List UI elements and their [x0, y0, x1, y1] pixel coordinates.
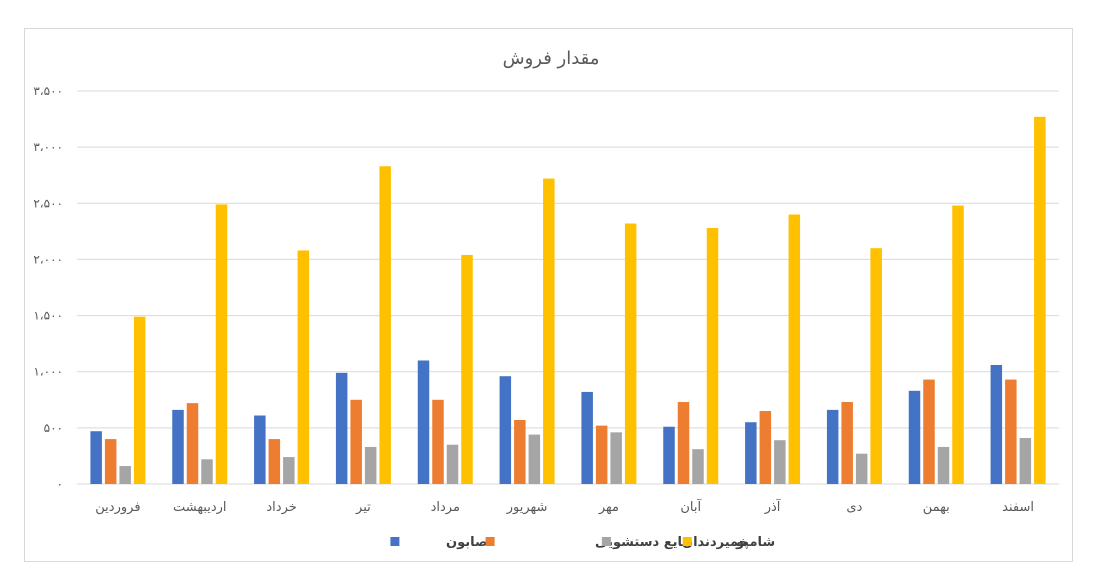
- x-category-label: بهمن: [923, 500, 950, 515]
- chart-svg: مقدار فروش ۰ ۵۰۰ ۱،۰۰۰ ۱،۵۰۰ ۲،۰۰۰ ۲،۵۰۰ ۳،۰۰۰…: [33, 48, 1059, 550]
- bar-1-2: [268, 439, 281, 484]
- bar-1-8: [759, 411, 772, 484]
- bar-0-10: [908, 390, 921, 484]
- x-category-label: آبان: [680, 498, 702, 515]
- bar-0-2: [254, 415, 266, 484]
- legend-swatch: [601, 537, 611, 546]
- legend-item-2[interactable]: خمیردندان: [601, 535, 748, 550]
- bar-3-4: [461, 254, 473, 484]
- x-category-label: فروردین: [95, 500, 140, 515]
- legend-item-3[interactable]: شامپو: [682, 535, 775, 550]
- bar-1-9: [841, 402, 853, 484]
- bar-1-3: [350, 399, 362, 484]
- bar-0-8: [745, 422, 757, 484]
- x-category-label: دی: [846, 500, 862, 515]
- bar-2-3: [364, 446, 377, 484]
- bar-3-8: [788, 214, 801, 484]
- legend-swatch: [485, 537, 495, 546]
- bar-3-3: [379, 166, 391, 485]
- bar-3-6: [624, 223, 637, 484]
- bar-2-1: [201, 459, 213, 484]
- legend-item-0[interactable]: صابون: [390, 535, 488, 550]
- bar-2-4: [446, 444, 459, 484]
- bar-1-7: [677, 402, 690, 484]
- bar-1-0: [104, 439, 117, 484]
- y-tick-label: ۲،۵۰۰: [33, 196, 63, 210]
- legend-swatch: [390, 537, 400, 546]
- chart-title: مقدار فروش: [503, 48, 600, 69]
- bar-3-5: [543, 178, 555, 484]
- bar-0-4: [417, 360, 430, 484]
- x-category-label: تیر: [355, 500, 371, 515]
- bar-2-5: [528, 434, 541, 484]
- legend-swatch: [682, 537, 692, 546]
- bar-1-4: [432, 399, 444, 484]
- x-category-label: اردیبهشت: [173, 500, 227, 515]
- bar-0-7: [663, 426, 675, 484]
- y-axis-tick-labels: ۰ ۵۰۰ ۱،۰۰۰ ۱،۵۰۰ ۲،۰۰۰ ۲،۵۰۰ ۳،۰۰۰ ۳،۵۰۰: [33, 84, 63, 491]
- bar-3-7: [706, 227, 719, 485]
- bar-0-9: [826, 409, 839, 484]
- y-tick-label: ۳،۵۰۰: [33, 84, 63, 98]
- y-tick-label: ۲،۰۰۰: [33, 252, 63, 266]
- x-category-label: خرداد: [266, 500, 296, 515]
- legend-label: شامپو: [735, 535, 775, 550]
- legend-label: خمیردندان: [682, 535, 748, 550]
- bar-1-5: [514, 420, 526, 484]
- bar-3-1: [215, 204, 228, 484]
- bar-2-7: [692, 449, 704, 484]
- bar-2-8: [774, 440, 786, 484]
- bar-1-11: [1005, 379, 1017, 484]
- y-tick-label: ۵۰۰: [44, 421, 63, 435]
- bar-2-9: [855, 453, 868, 484]
- legend-label: صابون: [446, 535, 488, 550]
- legend-label: مایع دستشویی: [595, 535, 690, 550]
- bars: [90, 116, 1046, 485]
- x-category-label: شهریور: [506, 500, 548, 515]
- bar-1-1: [186, 403, 199, 484]
- bar-3-0: [133, 316, 146, 484]
- bar-0-1: [172, 409, 184, 484]
- chart-frame: مقدار فروش ۰ ۵۰۰ ۱،۰۰۰ ۱،۵۰۰ ۲،۰۰۰ ۲،۵۰۰ ۳،۰۰۰…: [24, 28, 1073, 562]
- bar-3-11: [1034, 116, 1046, 484]
- bar-1-6: [595, 425, 608, 484]
- x-category-label: مهر: [598, 500, 619, 515]
- x-category-label: مرداد: [431, 500, 460, 515]
- bar-0-0: [90, 431, 102, 484]
- y-tick-label: ۱،۰۰۰: [33, 365, 63, 379]
- gridlines: [77, 90, 1059, 485]
- bar-0-3: [335, 372, 348, 484]
- bar-0-11: [990, 364, 1003, 484]
- x-axis-category-labels: فروردین اردیبهشت خرداد تیر مرداد شهریور مهر آبا…: [95, 498, 1034, 515]
- bar-3-9: [870, 248, 882, 484]
- bar-3-2: [297, 250, 310, 484]
- bar-0-5: [499, 376, 512, 484]
- legend-item-1[interactable]: مایع دستشویی: [485, 535, 691, 550]
- bar-2-6: [610, 432, 622, 484]
- y-tick-label: ۰: [57, 477, 63, 491]
- bar-2-0: [119, 466, 131, 484]
- bar-2-2: [283, 457, 295, 484]
- bar-3-10: [952, 205, 964, 484]
- bar-2-11: [1019, 437, 1032, 484]
- bar-1-10: [923, 379, 935, 484]
- y-tick-label: ۱،۵۰۰: [33, 309, 63, 323]
- bar-2-10: [937, 446, 950, 484]
- x-category-label: آذر: [764, 498, 782, 515]
- y-tick-label: ۳،۰۰۰: [33, 140, 63, 154]
- bar-0-6: [581, 391, 593, 484]
- x-category-label: اسفند: [1002, 500, 1034, 515]
